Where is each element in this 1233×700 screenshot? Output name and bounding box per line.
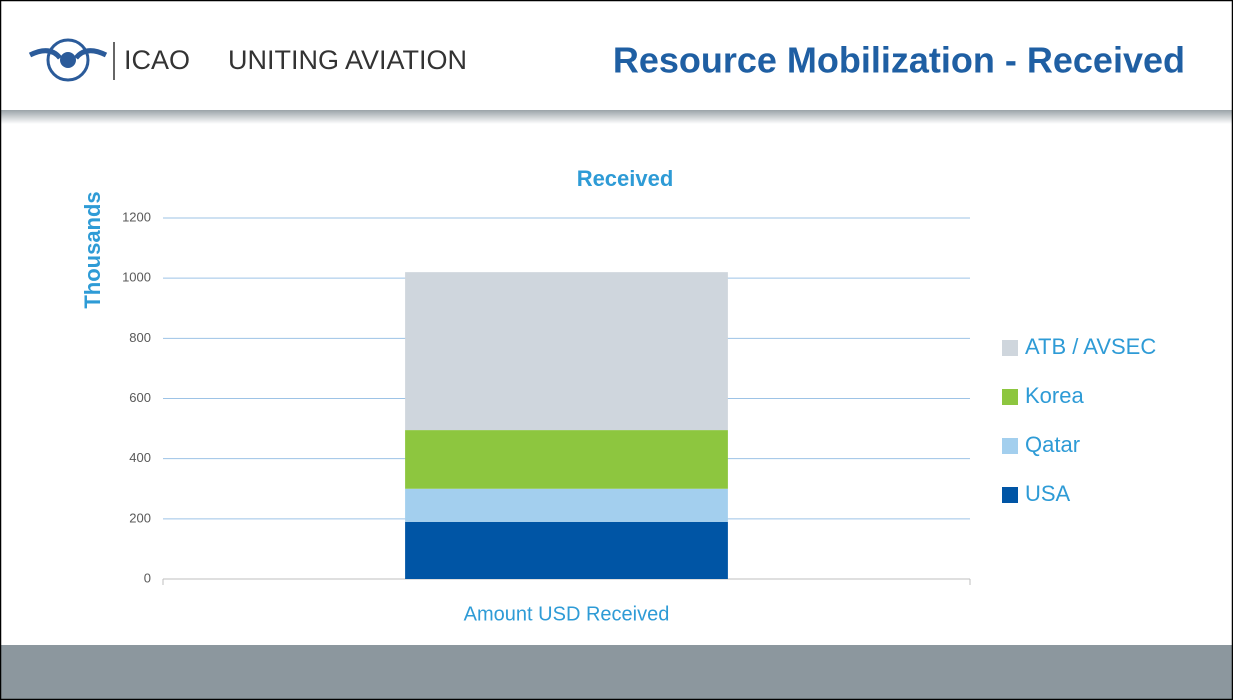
legend-label: Korea [1025,383,1084,408]
bar-segment [405,272,728,431]
tagline: UNITING AVIATION [228,45,467,75]
legend-swatch [1002,340,1018,356]
y-tick-label: 800 [129,330,151,345]
logo [28,38,108,82]
y-tick-label: 0 [144,570,151,585]
legend-swatch [1002,389,1018,405]
y-tick-label: 200 [129,510,151,525]
chart-title: Received [577,166,674,191]
bar-segment [405,488,728,522]
bar-segment [405,521,728,579]
y-tick-label: 1200 [122,209,151,224]
legend-swatch [1002,438,1018,454]
x-tick-label: Amount USD Received [464,603,670,625]
legend-label: ATB / AVSEC [1025,334,1156,359]
y-tick-label: 600 [129,390,151,405]
footer-band [0,645,1233,700]
slide-title: Resource Mobilization - Received [613,40,1185,81]
y-axis-label: Thousands [80,191,105,308]
org-name: ICAO [124,45,190,75]
legend-label: Qatar [1025,432,1080,457]
y-tick-label: 1000 [122,270,151,285]
y-tick-label: 400 [129,450,151,465]
bar-segment [405,430,728,489]
legend-label: USA [1025,481,1071,506]
header-shadow [0,110,1233,124]
legend-swatch [1002,487,1018,503]
